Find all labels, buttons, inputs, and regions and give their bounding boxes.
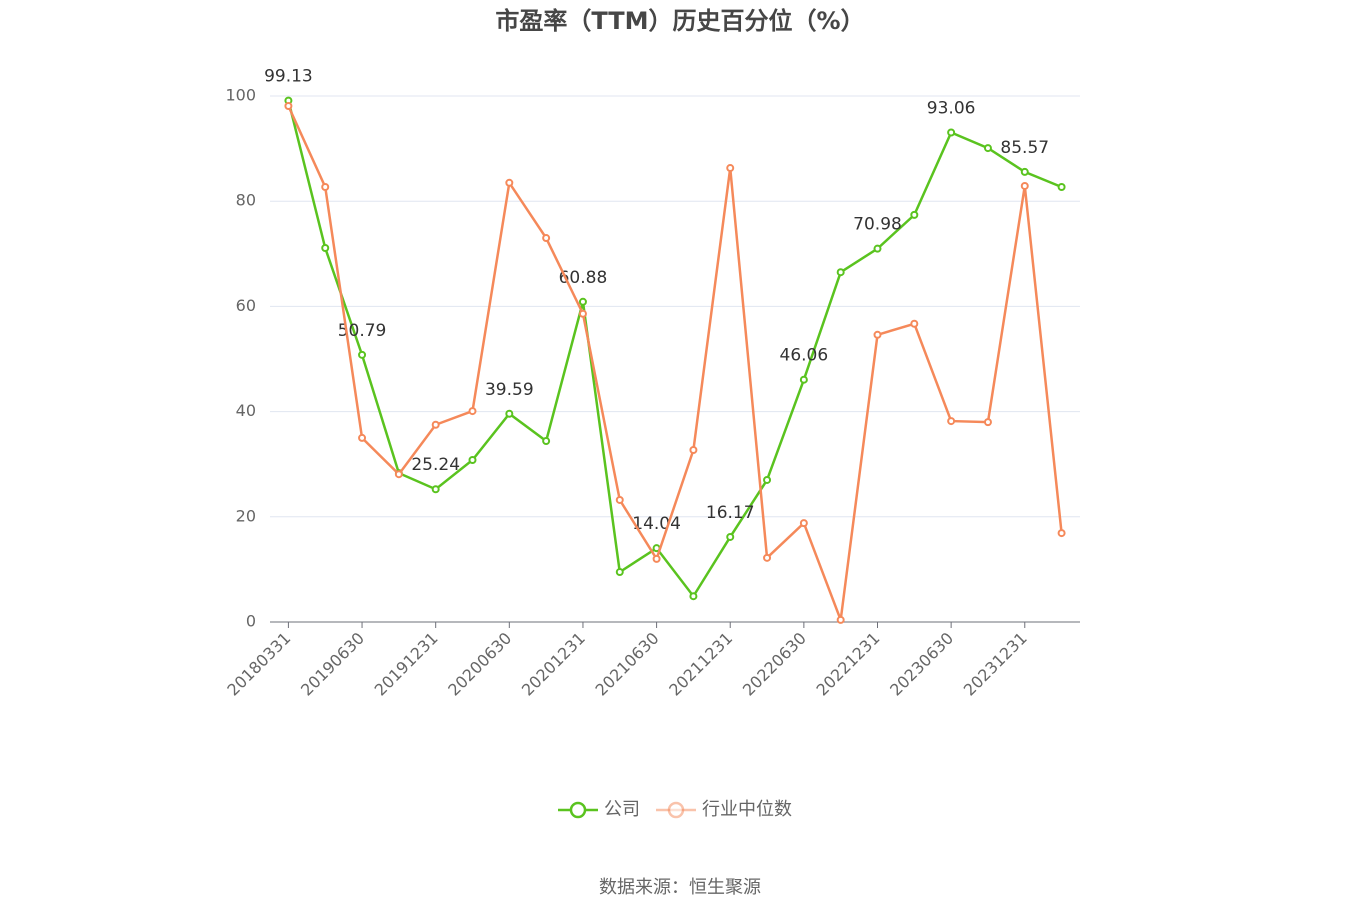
point bbox=[615, 495, 624, 504]
point bbox=[689, 445, 698, 454]
data-label: 85.57 bbox=[1000, 138, 1049, 158]
point bbox=[505, 178, 514, 187]
x-tick-label: 20210630 bbox=[592, 629, 663, 700]
legend-item: 行业中位数 bbox=[656, 799, 792, 820]
data-label: 93.06 bbox=[927, 99, 976, 119]
point bbox=[726, 164, 735, 173]
point bbox=[615, 568, 624, 577]
point bbox=[799, 375, 808, 384]
point bbox=[1020, 181, 1029, 190]
point bbox=[983, 418, 992, 427]
point bbox=[873, 330, 882, 339]
data-label: 50.79 bbox=[338, 321, 387, 341]
data-label: 39.59 bbox=[485, 380, 534, 400]
point bbox=[358, 350, 367, 359]
point bbox=[578, 297, 587, 306]
y-tick-label: 60 bbox=[236, 296, 256, 315]
point bbox=[468, 407, 477, 416]
point bbox=[836, 615, 845, 624]
point bbox=[284, 101, 293, 110]
point bbox=[652, 554, 661, 563]
point bbox=[1020, 167, 1029, 176]
x-tick-label: 20221231 bbox=[812, 629, 883, 700]
y-tick-label: 100 bbox=[225, 86, 256, 105]
point bbox=[1057, 182, 1066, 191]
point bbox=[542, 437, 551, 446]
point bbox=[321, 244, 330, 253]
point bbox=[394, 470, 403, 479]
point bbox=[321, 182, 330, 191]
x-tick-label: 20220630 bbox=[739, 629, 810, 700]
point bbox=[763, 553, 772, 562]
y-tick-label: 20 bbox=[236, 506, 256, 525]
legend-marker bbox=[667, 801, 685, 819]
point bbox=[578, 309, 587, 318]
point bbox=[836, 268, 845, 277]
point bbox=[799, 519, 808, 528]
x-tick-label: 20211231 bbox=[665, 629, 736, 700]
point bbox=[431, 485, 440, 494]
point bbox=[983, 144, 992, 153]
point bbox=[726, 532, 735, 541]
point bbox=[505, 409, 514, 418]
point bbox=[358, 433, 367, 442]
x-tick-label: 20180331 bbox=[223, 629, 294, 700]
point bbox=[873, 244, 882, 253]
chart-title: 市盈率（TTM）历史百分位（%） bbox=[495, 7, 864, 35]
point bbox=[689, 592, 698, 601]
legend-item: 公司 bbox=[558, 799, 640, 820]
y-tick-label: 40 bbox=[236, 401, 256, 420]
x-tick-label: 20200630 bbox=[444, 629, 515, 700]
data-label: 46.06 bbox=[780, 346, 829, 366]
point bbox=[947, 417, 956, 426]
y-tick-label: 0 bbox=[246, 612, 256, 631]
x-tick-label: 20191231 bbox=[371, 629, 442, 700]
x-tick-label: 20231231 bbox=[960, 629, 1031, 700]
point bbox=[1057, 529, 1066, 538]
x-tick-label: 20201231 bbox=[518, 629, 589, 700]
legend-label: 行业中位数 bbox=[702, 799, 792, 820]
data-label: 99.13 bbox=[264, 67, 313, 87]
series-line bbox=[287, 100, 1063, 599]
y-tick-label: 80 bbox=[236, 191, 256, 210]
source: 数据来源：恒生聚源 bbox=[599, 877, 761, 898]
point bbox=[763, 475, 772, 484]
point bbox=[542, 234, 551, 243]
point bbox=[468, 455, 477, 464]
data-label: 16.17 bbox=[706, 503, 755, 523]
legend-marker bbox=[569, 801, 587, 819]
series-line bbox=[287, 105, 1063, 621]
x-tick-label: 20190630 bbox=[297, 629, 368, 700]
point bbox=[910, 319, 919, 328]
x-tick-label: 20230630 bbox=[886, 629, 957, 700]
data-label: 25.24 bbox=[411, 455, 460, 475]
point bbox=[910, 210, 919, 219]
point bbox=[431, 420, 440, 429]
legend-label: 公司 bbox=[604, 799, 640, 820]
data-label: 70.98 bbox=[853, 215, 902, 235]
data-label: 60.88 bbox=[559, 268, 608, 288]
point bbox=[947, 128, 956, 137]
